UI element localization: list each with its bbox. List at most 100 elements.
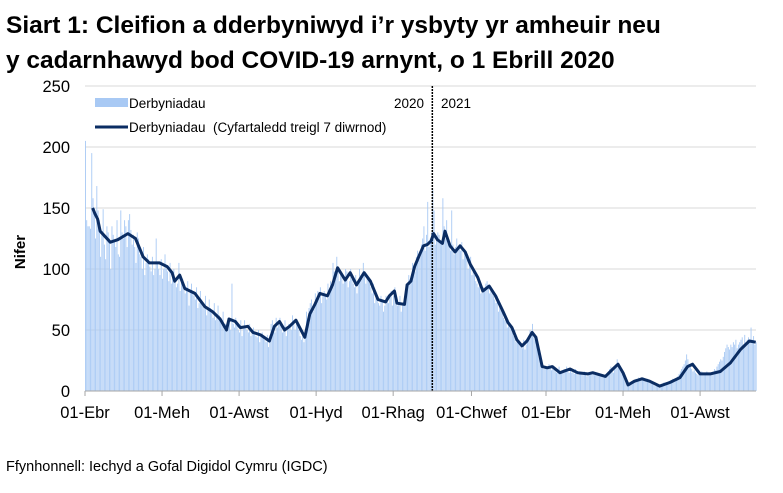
bar [452,244,454,391]
bar [423,226,425,391]
bar [754,344,756,391]
bar [343,278,345,391]
bar [246,330,248,391]
bar [499,305,501,391]
bar [391,305,393,391]
bar [151,256,153,391]
bar [103,244,105,391]
bar [540,364,542,391]
bar [628,384,629,391]
bar [687,359,689,391]
bar [486,281,488,391]
x-tick-label: 01-Awst [670,404,730,422]
bar [557,370,559,391]
bar [744,334,746,391]
bar [755,342,757,391]
bar [501,311,503,391]
bar [275,317,277,391]
bar [319,287,321,391]
bar [617,366,619,391]
bar [299,336,301,391]
bar [427,201,429,391]
bar [232,323,234,391]
bar [538,354,540,391]
bar [316,299,318,391]
y-tick-label: 200 [42,139,70,157]
bar [361,278,363,391]
bar [616,359,618,391]
y-axis-tick-labels: 0 50 100 150 200 250 [42,78,70,401]
bar [537,342,539,391]
bar [254,332,256,391]
bar [474,275,475,391]
bar [583,371,585,391]
bar [724,351,725,391]
bar [472,269,474,391]
bar [725,348,727,391]
bar [745,342,747,391]
bar [740,339,742,391]
bar [178,262,180,391]
bar [287,330,288,391]
bar [242,327,244,391]
bar [519,344,521,391]
bar [700,373,701,391]
bar [429,238,431,391]
bar [410,278,412,391]
bar [545,367,547,391]
bar [290,330,292,391]
bar [532,323,533,391]
bar [119,256,120,391]
bar [640,378,642,391]
bar [492,295,494,391]
bar [485,283,487,391]
y-tick-label: 150 [42,200,70,218]
bar [247,332,249,391]
bar [102,209,104,391]
bar [506,327,508,391]
legend-label-bars: Derbyniadau [129,96,206,111]
bar [141,269,143,391]
bar [705,372,707,391]
bar [241,336,243,391]
bar [679,371,681,391]
x-tick-label: 01-Meh [595,404,651,422]
bar [172,275,174,391]
bar [136,232,138,391]
bar [746,339,748,391]
bar [403,303,405,391]
bar [645,381,647,391]
bar [175,287,177,391]
bar [259,342,261,391]
bar [90,228,91,391]
bar [750,327,752,391]
bar [614,369,616,391]
bar [302,330,304,391]
bar [424,250,426,391]
bar [371,293,373,391]
bar [602,377,604,391]
bar [573,373,575,391]
bar [489,293,491,391]
bar [101,232,103,391]
bar [359,269,360,391]
bar [655,383,657,391]
bar [652,383,653,391]
bar [402,305,403,391]
bar [134,247,136,391]
bar [266,334,268,391]
bar [308,308,310,391]
bar [352,283,354,391]
bar [534,334,536,391]
bar [289,327,291,391]
bar [386,299,388,391]
bar [438,234,440,391]
bar [203,308,205,391]
bar [165,269,167,391]
x-tick-label: 01-Ebr [521,404,571,422]
bar [201,299,203,391]
bar [468,262,470,391]
bar [293,320,295,391]
bar [672,378,674,391]
